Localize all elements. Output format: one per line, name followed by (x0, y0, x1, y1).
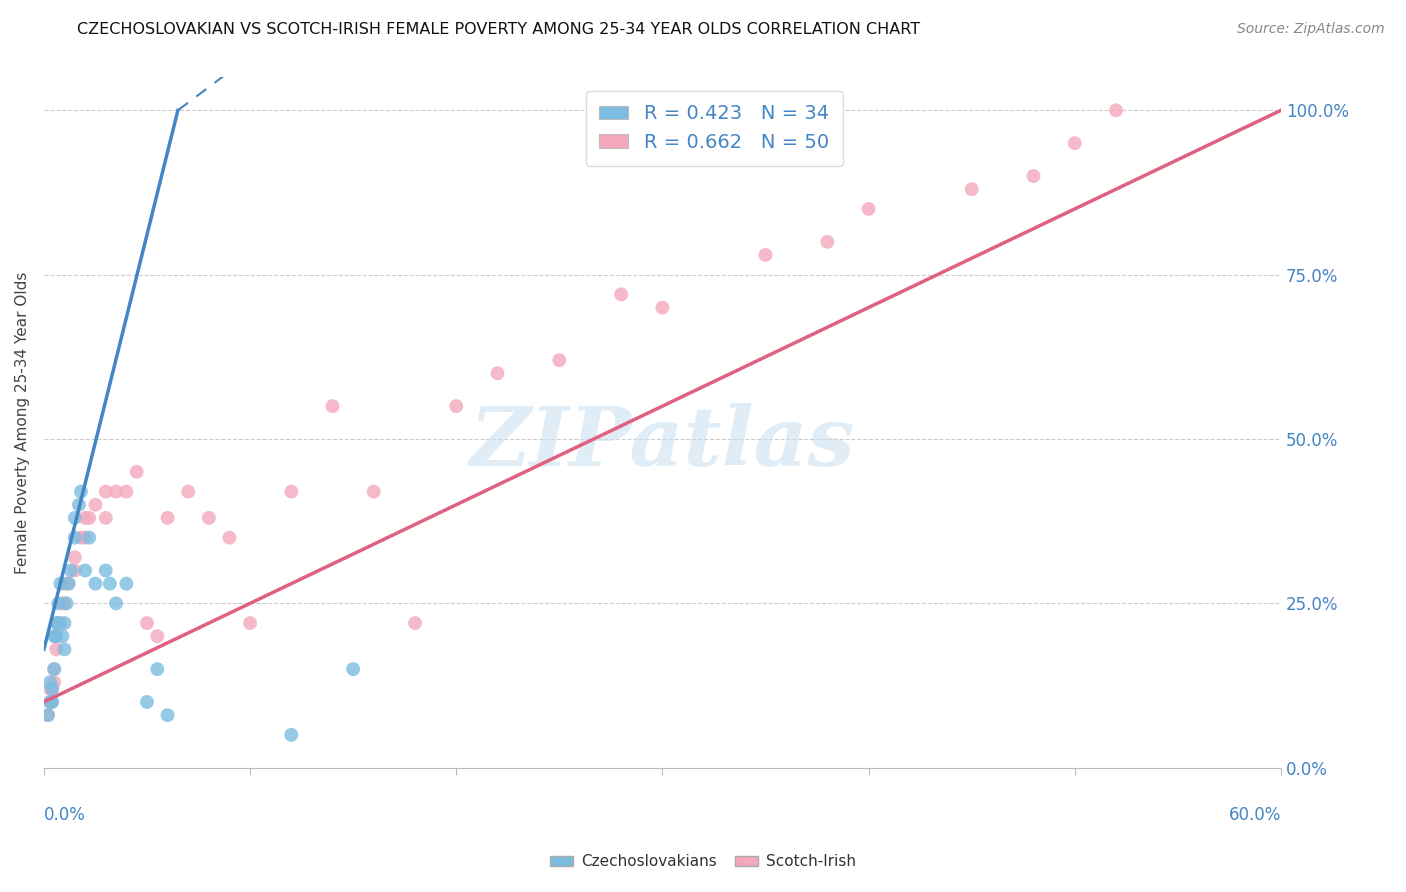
Point (125, 465, 148, 479)
Point (280, 484, 302, 499)
Point (45, 629, 67, 643)
Point (486, 366, 509, 380)
Point (115, 484, 138, 499)
Point (177, 484, 200, 499)
Point (94, 511, 117, 525)
Point (37, 708, 59, 723)
Point (1063, 136, 1085, 151)
Point (115, 576, 138, 591)
Point (37, 708, 59, 723)
Point (960, 182, 983, 196)
Point (39, 675, 62, 690)
Point (45, 629, 67, 643)
Point (49, 576, 72, 591)
Point (136, 695, 159, 709)
Point (58, 576, 80, 591)
Point (75, 531, 97, 545)
Text: Source: ZipAtlas.com: Source: ZipAtlas.com (1237, 22, 1385, 37)
Point (156, 511, 179, 525)
Point (75, 564, 97, 578)
Point (84, 576, 107, 591)
Point (322, 399, 344, 413)
Point (63, 550, 86, 565)
Point (610, 287, 633, 301)
Point (651, 301, 673, 315)
Point (218, 531, 240, 545)
Point (63, 531, 86, 545)
Point (41, 695, 63, 709)
Point (49, 616, 72, 631)
Point (46, 596, 69, 610)
Point (146, 662, 169, 676)
Point (44, 662, 66, 676)
Point (136, 616, 159, 631)
Point (105, 484, 128, 499)
Point (41, 681, 63, 696)
Point (94, 484, 117, 499)
Point (39, 695, 62, 709)
Text: ZIPatlas: ZIPatlas (470, 403, 855, 483)
Point (41, 695, 63, 709)
Point (70, 531, 93, 545)
Point (239, 616, 262, 631)
Point (44, 629, 66, 643)
Point (280, 728, 302, 742)
Point (75, 511, 97, 525)
Point (55, 596, 77, 610)
Point (46, 616, 69, 631)
Point (1022, 169, 1045, 183)
Text: 0.0%: 0.0% (44, 805, 86, 823)
Point (363, 484, 385, 499)
Point (67, 498, 90, 512)
Point (94, 564, 117, 578)
Point (404, 616, 426, 631)
Point (44, 675, 66, 690)
Point (53, 576, 76, 591)
Point (53, 642, 76, 657)
Point (84, 498, 107, 512)
Y-axis label: Female Poverty Among 25-34 Year Olds: Female Poverty Among 25-34 Year Olds (15, 271, 30, 574)
Point (815, 235, 838, 249)
Point (198, 511, 221, 525)
Point (63, 564, 86, 578)
Point (39, 695, 62, 709)
Point (63, 511, 86, 525)
Point (77, 531, 100, 545)
Point (444, 399, 467, 413)
Point (41, 681, 63, 696)
Legend: R = 0.423   N = 34, R = 0.662   N = 50: R = 0.423 N = 34, R = 0.662 N = 50 (585, 91, 842, 166)
Point (156, 708, 179, 723)
Point (146, 629, 169, 643)
Point (858, 202, 880, 216)
Point (45, 642, 67, 657)
Point (51, 629, 73, 643)
Point (59, 564, 82, 578)
Text: CZECHOSLOVAKIAN VS SCOTCH-IRISH FEMALE POVERTY AMONG 25-34 YEAR OLDS CORRELATION: CZECHOSLOVAKIAN VS SCOTCH-IRISH FEMALE P… (77, 22, 921, 37)
Point (45, 616, 67, 631)
Point (70, 484, 93, 499)
Point (77, 511, 100, 525)
Point (105, 596, 128, 610)
Text: 60.0%: 60.0% (1229, 805, 1281, 823)
Point (342, 662, 364, 676)
Point (53, 616, 76, 631)
Point (1105, 103, 1128, 118)
Point (754, 248, 776, 262)
Point (39, 681, 62, 696)
Point (548, 353, 571, 368)
Point (46, 616, 69, 631)
Point (98, 576, 121, 591)
Point (51, 596, 73, 610)
Legend: Czechoslovakians, Scotch-Irish: Czechoslovakians, Scotch-Irish (544, 848, 862, 875)
Point (58, 576, 80, 591)
Point (53, 596, 76, 610)
Point (44, 662, 66, 676)
